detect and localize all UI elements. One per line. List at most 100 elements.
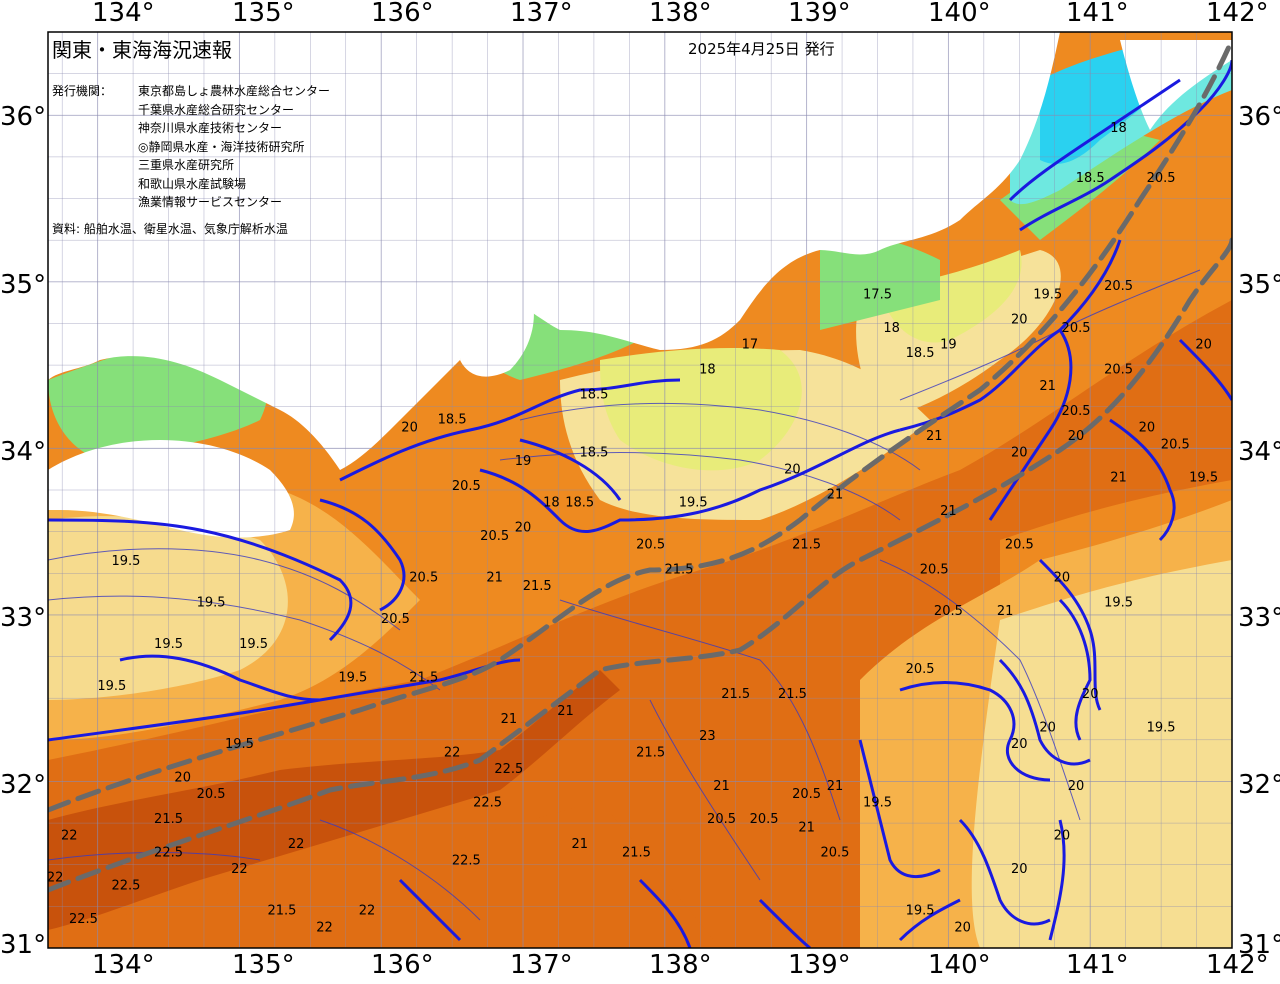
contour-label: 21 [713, 779, 730, 794]
issue-date: 2025年4月25日 発行 [688, 40, 835, 58]
contour-label: 20.5 [480, 529, 509, 544]
lon-label-bottom-140: 140° [928, 950, 991, 980]
title-block: 関東・東海海況速報 2025年4月25日 発行 発行機関： 東京都島しょ農林水産… [52, 34, 912, 244]
contour-label: 21 [997, 604, 1014, 619]
map-title: 関東・東海海況速報 [52, 38, 232, 62]
contour-label: 22 [231, 862, 248, 877]
contour-label: 18.5 [579, 446, 608, 461]
sst-band-22-south [48, 800, 720, 948]
land-awaji [300, 296, 317, 324]
lon-label-top-137: 137° [510, 0, 573, 28]
contour-label: 21.5 [523, 579, 552, 594]
lon-label-top-141: 141° [1066, 0, 1129, 28]
contour-label: 20.5 [1161, 437, 1190, 452]
contour-label: 20 [784, 462, 801, 477]
contour-label: 20 [1068, 429, 1085, 444]
lon-label-top-138: 138° [649, 0, 712, 28]
contour-label: 20 [1195, 337, 1212, 352]
contour-label: 20 [401, 421, 418, 436]
lon-label-bottom-139: 139° [788, 950, 851, 980]
contour-label: 20 [1011, 737, 1028, 752]
contour-label: 22.5 [154, 845, 183, 860]
contour-label: 18.5 [438, 412, 467, 427]
contour-label: 19 [515, 454, 532, 469]
lon-label-bottom-142: 142° [1206, 950, 1269, 980]
lat-label-left-31: 31° [0, 930, 47, 960]
land-kii-peninsula [460, 285, 534, 377]
sst-band-195-east [971, 560, 1232, 948]
contour-label: 21.5 [622, 845, 651, 860]
lat-label-left-33: 33° [0, 603, 47, 633]
contour-label: 20.5 [1147, 171, 1176, 186]
contour-label: 20 [1011, 312, 1028, 327]
contour-label: 19.5 [1147, 720, 1176, 735]
contour-label: 22.5 [69, 912, 98, 927]
contour-label: 19 [940, 337, 957, 352]
contour-label: 20.5 [1104, 279, 1133, 294]
contour-label: 20.5 [792, 787, 821, 802]
contour-label: 20 [1039, 720, 1056, 735]
contour-label: 18.5 [906, 346, 935, 361]
contour-label: 22 [47, 870, 64, 885]
contour-label: 20 [1054, 829, 1071, 844]
contour-label: 18 [1110, 121, 1127, 136]
contour-label: 21.5 [665, 562, 694, 577]
organization-list: 東京都島しょ農林水産総合センター 千葉県水産総合研究センター 神奈川県水産技術セ… [138, 82, 330, 212]
contour-label: 20.5 [1062, 404, 1091, 419]
organization-item: 神奈川県水産技術センター [138, 121, 283, 135]
lon-label-bottom-135: 135° [232, 950, 295, 980]
lat-label-left-34: 34° [0, 437, 47, 467]
contour-label: 20 [1011, 862, 1028, 877]
contour-label: 19.5 [679, 496, 708, 511]
contour-label: 21.5 [721, 687, 750, 702]
lon-label-top-139: 139° [788, 0, 851, 28]
map-border [47, 31, 1233, 949]
lon-label-top-142: 142° [1206, 0, 1269, 28]
contour-label: 19.5 [154, 637, 183, 652]
sst-band-17-tokyo [1000, 130, 1160, 240]
contour-label: 20 [954, 920, 971, 935]
contour-label: 19.5 [239, 637, 268, 652]
lon-label-top-136: 136° [371, 0, 434, 28]
contour-label: 19.5 [97, 679, 126, 694]
lon-label-top-140: 140° [928, 0, 991, 28]
contour-label: 20.5 [1005, 537, 1034, 552]
contour-label: 21 [557, 704, 574, 719]
contour-label: 20 [1082, 687, 1099, 702]
contour-label: 20.5 [707, 812, 736, 827]
contour-label: 20.5 [636, 537, 665, 552]
contour-label: 20.5 [920, 562, 949, 577]
kuroshio-axis [48, 37, 1232, 893]
contour-label: 19.5 [338, 671, 367, 686]
thin-contours [48, 269, 1201, 921]
lon-label-bottom-141: 141° [1066, 950, 1129, 980]
lat-label-right-34: 34° [1238, 437, 1280, 467]
lon-label-top-134: 134° [92, 0, 155, 28]
contour-label: 19.5 [225, 737, 254, 752]
contour-label: 20.5 [197, 787, 226, 802]
contour-label: 18 [699, 362, 716, 377]
contour-label: 18.5 [565, 496, 594, 511]
contour-label: 19.5 [906, 904, 935, 919]
contour-labels: 18 18.5 20.5 17.5 18 17 18 18.5 19 19.5 20 20.5 20.5… [47, 121, 1218, 935]
contour-label: 20 [1011, 446, 1028, 461]
sst-band-23 [48, 670, 620, 930]
lat-label-left-36: 36° [0, 102, 47, 132]
land-shikoku [48, 440, 294, 538]
organization-item: 和歌山県水産試験場 [138, 176, 247, 191]
contour-label: 22 [61, 829, 78, 844]
contour-label: 21 [1110, 471, 1127, 486]
contour-label: 21 [486, 571, 503, 586]
contour-label: 22.5 [494, 762, 523, 777]
contour-label: 20.5 [820, 845, 849, 860]
contour-label: 22 [444, 745, 461, 760]
contour-label: 21.5 [154, 812, 183, 827]
contour-label: 23 [699, 729, 716, 744]
lon-label-bottom-136: 136° [371, 950, 434, 980]
data-source: 資料: 船舶水温、衛星水温、気象庁解析水温 [52, 222, 288, 236]
contour-label: 20.5 [1104, 362, 1133, 377]
contour-label: 20.5 [750, 812, 779, 827]
contour-label: 20 [515, 521, 532, 536]
contour-label: 21.5 [267, 904, 296, 919]
